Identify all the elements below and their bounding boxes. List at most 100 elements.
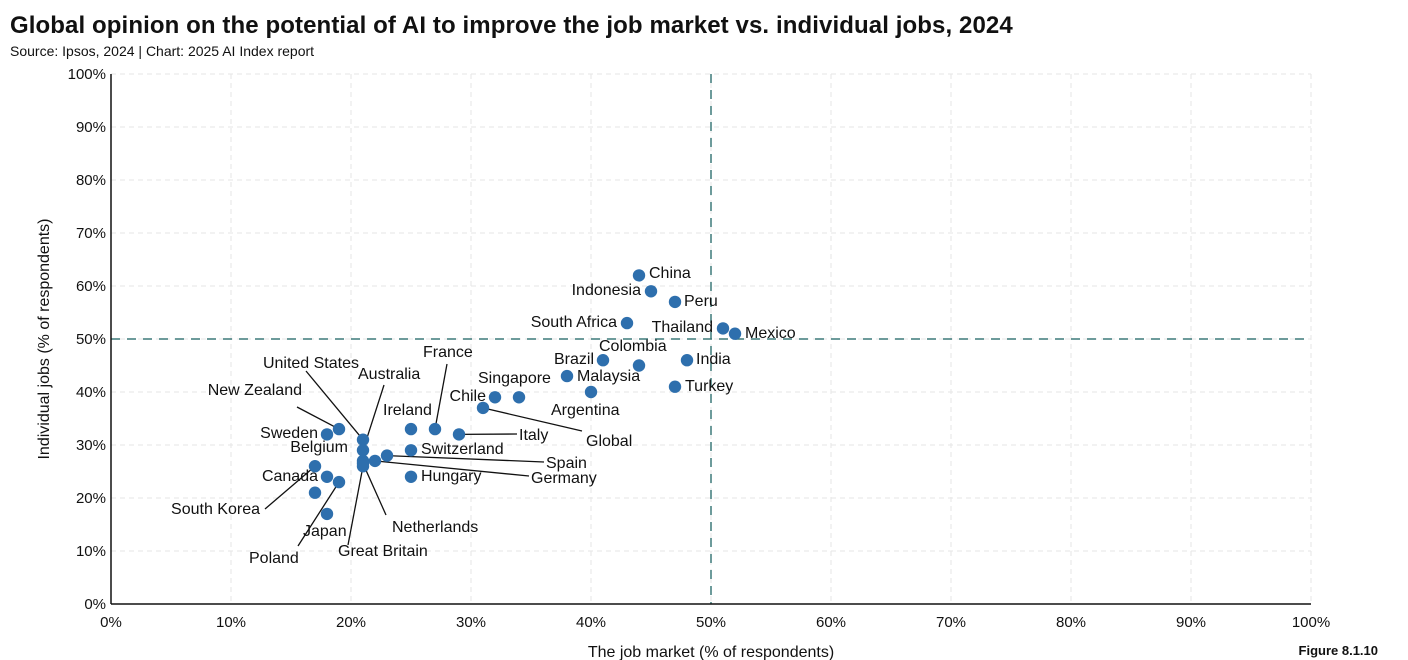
point-label: France: [423, 344, 473, 361]
point-label: Mexico: [745, 325, 796, 342]
data-point: [560, 369, 574, 383]
data-point: [452, 428, 466, 441]
point-label: Malaysia: [577, 368, 640, 385]
y-tick-label: 50%: [76, 331, 106, 348]
data-point: [584, 385, 598, 399]
point-label: South Korea: [171, 501, 260, 518]
point-label: Ireland: [383, 402, 432, 419]
leader-line: [264, 465, 316, 510]
point-label: Sweden: [260, 425, 318, 442]
leader-line: [374, 460, 530, 477]
x-tick-label: 90%: [1176, 614, 1206, 631]
data-point: [308, 460, 322, 473]
x-tick-label: 50%: [696, 614, 726, 631]
y-tick-label: 0%: [84, 596, 106, 613]
data-point: [332, 475, 346, 489]
point-label: Thailand: [652, 319, 713, 336]
point-label: Singapore: [478, 370, 551, 387]
leader-line: [482, 407, 583, 432]
x-tick-label: 30%: [456, 614, 486, 631]
point-label: Great Britain: [338, 543, 428, 560]
data-point: [320, 428, 334, 441]
x-tick-label: 60%: [816, 614, 846, 631]
data-point: [620, 316, 634, 330]
data-point: [728, 327, 742, 340]
data-point: [668, 295, 682, 309]
x-tick-label: 10%: [216, 614, 246, 631]
leader-line: [386, 454, 545, 463]
chart-title: Global opinion on the potential of AI to…: [10, 12, 1013, 39]
data-point: [428, 422, 442, 436]
data-point: [320, 470, 334, 483]
point-label: Netherlands: [392, 519, 478, 536]
y-tick-label: 30%: [76, 437, 106, 454]
leader-line: [305, 370, 364, 441]
data-point: [404, 470, 418, 483]
point-label: Switzerland: [421, 441, 504, 458]
point-label: Indonesia: [572, 282, 641, 299]
point-label: Canada: [262, 468, 318, 485]
point-label: Spain: [546, 455, 587, 472]
data-point: [512, 391, 526, 404]
data-point: [596, 354, 610, 367]
data-point: [308, 486, 322, 499]
x-tick-label: 40%: [576, 614, 606, 631]
data-point: [644, 285, 658, 298]
data-point: [320, 507, 334, 521]
data-point: [488, 391, 502, 404]
data-point: [632, 359, 646, 372]
point-labels: China Indonesia Peru South Africa Thailand Me…: [171, 265, 796, 567]
point-label: Colombia: [599, 338, 667, 355]
y-tick-label: 80%: [76, 172, 106, 189]
point-label: Poland: [249, 550, 299, 567]
point-label: Brazil: [554, 351, 594, 368]
y-tick-label: 60%: [76, 278, 106, 295]
y-tick-label: 20%: [76, 490, 106, 507]
x-tick-label: 20%: [336, 614, 366, 631]
y-tick-label: 100%: [68, 66, 106, 83]
point-label: Australia: [358, 366, 420, 383]
data-point: [404, 444, 418, 457]
data-point: [356, 460, 370, 473]
data-point: [380, 449, 394, 462]
x-axis-title: The job market (% of respondents): [588, 644, 834, 660]
data-point: [476, 401, 490, 415]
point-label: Turkey: [685, 378, 733, 395]
leader-line: [297, 481, 340, 547]
point-label: India: [696, 351, 731, 368]
y-tick-label: 90%: [76, 119, 106, 136]
point-label: United States: [263, 355, 359, 372]
point-label: Argentina: [551, 402, 620, 419]
y-axis-title: Individual jobs (% of respondents): [36, 218, 53, 459]
point-label: Japan: [303, 523, 347, 540]
x-tick-label: 70%: [936, 614, 966, 631]
point-label: Hungary: [421, 468, 481, 485]
data-points: [308, 269, 742, 521]
reference-lines: [111, 74, 1311, 604]
point-label: China: [649, 265, 691, 282]
data-point: [632, 269, 646, 282]
point-label: Germany: [531, 470, 597, 487]
point-label: Belgium: [290, 439, 348, 456]
data-point: [356, 444, 370, 457]
point-label: Chile: [450, 388, 487, 405]
leader-line: [296, 406, 340, 430]
figure-number: Figure 8.1.10: [1298, 643, 1378, 658]
leader-line: [362, 463, 387, 516]
leader-line: [347, 466, 364, 546]
x-tick-label: 0%: [100, 614, 122, 631]
y-tick-label: 40%: [76, 384, 106, 401]
point-label: New Zealand: [208, 382, 302, 399]
data-point: [716, 322, 730, 335]
tick-labels: 0% 10% 20% 30% 40% 50% 60% 70% 80% 90% 100% 0% 10% 20…: [68, 66, 1331, 631]
x-tick-label: 100%: [1292, 614, 1330, 631]
point-label: South Africa: [531, 314, 617, 331]
leader-line: [434, 363, 448, 430]
chart-source: Source: Ipsos, 2024 | Chart: 2025 AI Ind…: [10, 43, 315, 59]
axes: [110, 74, 1311, 605]
point-label: Italy: [519, 427, 548, 444]
data-point: [668, 380, 682, 393]
point-label: Peru: [684, 293, 718, 310]
point-label: Global: [586, 433, 632, 450]
